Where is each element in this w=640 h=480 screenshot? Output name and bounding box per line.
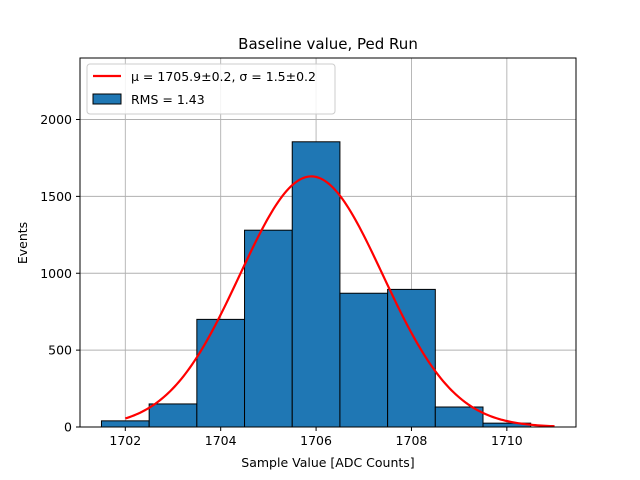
gaussian-fit xyxy=(124,175,555,428)
y-tick-label: 2000 xyxy=(40,112,72,127)
y-tick-label: 500 xyxy=(48,343,72,358)
axes xyxy=(79,57,577,428)
x-tick-label: 1704 xyxy=(205,433,237,448)
histogram-bar xyxy=(196,318,246,428)
x-tick-label: 1710 xyxy=(491,433,523,448)
legend: μ = 1705.9±0.2, σ = 1.5±0.2 RMS = 1.43 xyxy=(86,63,336,115)
y-axis-label: Events xyxy=(15,222,30,264)
x-tick-label: 1706 xyxy=(300,433,332,448)
legend-fit-label: μ = 1705.9±0.2, σ = 1.5±0.2 xyxy=(131,69,316,84)
x-axis-label: Sample Value [ADC Counts] xyxy=(241,455,414,470)
histogram-bars xyxy=(100,141,532,428)
histogram-bar xyxy=(100,420,150,428)
x-tick-label: 1702 xyxy=(109,433,141,448)
ticks: 1702 1704 1706 1708 1710 0 500 1000 1500 2000 xyxy=(40,112,523,448)
histogram-bar xyxy=(148,403,198,428)
legend-rms-label: RMS = 1.43 xyxy=(131,92,205,107)
y-tick-label: 0 xyxy=(64,420,72,435)
axes-frame xyxy=(79,57,577,428)
legend-frame xyxy=(86,63,336,115)
histogram-bar xyxy=(339,292,389,428)
chart-title: Baseline value, Ped Run xyxy=(238,35,418,53)
y-tick-label: 1000 xyxy=(40,266,72,281)
gaussian-fit-curve xyxy=(124,175,555,428)
legend-rms-swatch xyxy=(92,93,122,105)
y-tick-label: 1500 xyxy=(40,189,72,204)
x-tick-label: 1708 xyxy=(396,433,428,448)
histogram-bar xyxy=(244,229,293,428)
histogram-bar xyxy=(291,141,341,428)
histogram-bar xyxy=(387,288,436,428)
